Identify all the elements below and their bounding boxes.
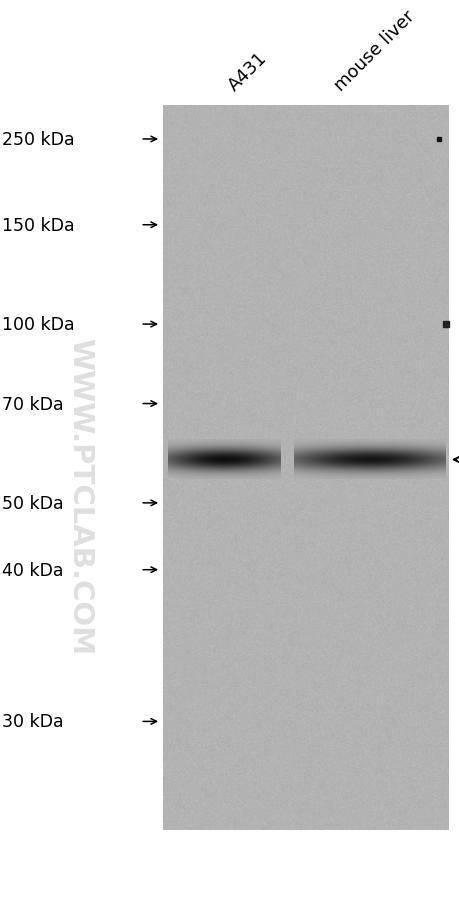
Text: 100 kDa: 100 kDa <box>2 316 75 334</box>
Text: 150 kDa: 150 kDa <box>2 216 75 235</box>
Text: 70 kDa: 70 kDa <box>2 395 64 413</box>
Text: 30 kDa: 30 kDa <box>2 713 64 731</box>
Bar <box>163 106 448 830</box>
Text: 250 kDa: 250 kDa <box>2 131 75 149</box>
Text: mouse liver: mouse liver <box>330 7 418 95</box>
Text: WWW.PTCLAB.COM: WWW.PTCLAB.COM <box>67 337 94 655</box>
Text: 50 kDa: 50 kDa <box>2 494 64 512</box>
Text: A431: A431 <box>225 49 271 95</box>
Text: 40 kDa: 40 kDa <box>2 561 64 579</box>
